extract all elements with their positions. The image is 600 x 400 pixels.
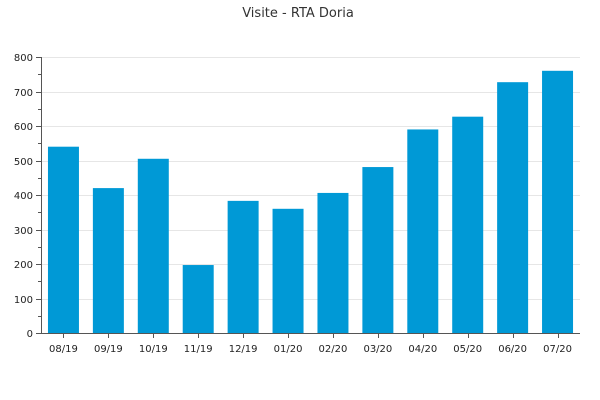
bar [542,70,574,334]
y-tick-label: 100 [14,295,33,306]
x-tick-label: 07/20 [543,344,572,355]
bar [497,82,529,333]
bar [407,129,439,333]
x-tick-label: 04/20 [408,344,437,355]
x-tick-label: 08/19 [49,344,78,355]
x-tick-label: 02/20 [319,344,348,355]
y-tick-label: 800 [14,53,33,64]
y-tick-labels: 0 100 200 300 400 500 600 700 800 [14,53,33,340]
y-tick-label: 500 [14,157,33,168]
y-tick-label: 400 [14,191,33,202]
y-tick-label: 700 [14,88,33,99]
x-tick-label: 01/20 [274,344,303,355]
bar [452,116,484,333]
bar [137,158,169,333]
bar [362,167,394,333]
y-tick-label: 300 [14,226,33,237]
y-tick-label: 600 [14,122,33,133]
axes [36,57,580,338]
x-tick-label: 06/20 [498,344,527,355]
x-tick-label: 09/19 [94,344,123,355]
grid-lines [41,57,580,300]
x-tick-label: 12/19 [229,344,258,355]
x-tick-labels: 08/19 09/19 10/19 11/19 12/19 01/20 02/20 03/20… [49,344,572,355]
y-tick-label: 200 [14,260,33,271]
bars [47,70,574,334]
x-tick-label: 03/20 [363,344,392,355]
bar [317,192,349,333]
bar [182,265,214,333]
y-tick-label: 0 [27,329,33,340]
x-tick-label: 11/19 [184,344,213,355]
bar [272,208,304,333]
x-tick-label: 05/20 [453,344,482,355]
x-tick-label: 10/19 [139,344,168,355]
bar [47,146,79,333]
bar [92,188,124,333]
bar [227,200,259,333]
chart-title: Visite - RTA Doria [242,6,354,21]
